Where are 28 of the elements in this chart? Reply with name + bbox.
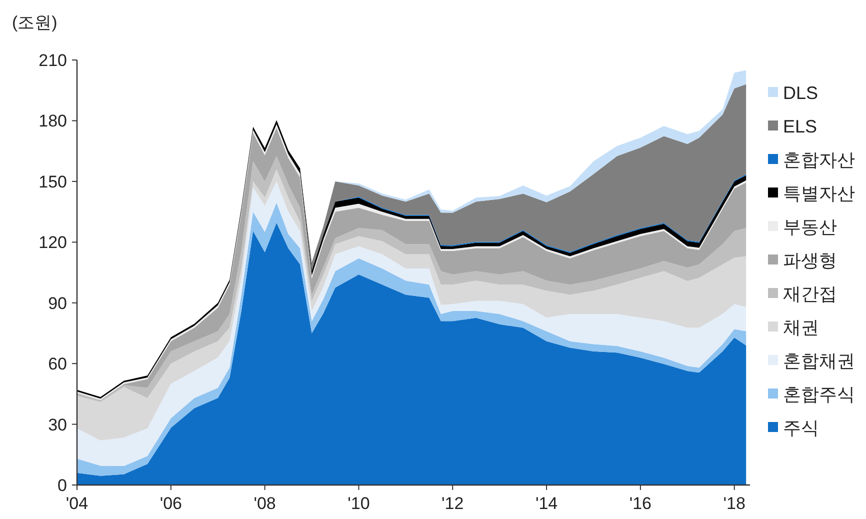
- legend-label: 혼합주식: [783, 384, 855, 404]
- x-tick-label: '04: [66, 494, 88, 513]
- x-tick-label: '12: [442, 494, 464, 513]
- legend-label: 혼합자산: [783, 150, 855, 170]
- x-tick-label: '18: [723, 494, 746, 513]
- legend-label: DLS: [783, 83, 818, 103]
- legend-label: 파생형: [783, 250, 837, 270]
- y-tick-label: 150: [38, 172, 67, 192]
- y-tick-label: 90: [48, 294, 67, 313]
- x-tick-label: '06: [160, 494, 182, 513]
- x-tick-label: '08: [254, 494, 276, 513]
- legend-label: 특별자산: [783, 184, 855, 204]
- y-tick-label: 0: [58, 476, 67, 495]
- y-tick-label: 120: [38, 233, 67, 252]
- y-tick-label: 210: [38, 51, 67, 70]
- legend-label: ELS: [783, 116, 818, 136]
- x-tick-label: '14: [535, 494, 558, 513]
- y-axis-title: (조원): [12, 13, 58, 32]
- legend-label: 혼합채권: [783, 351, 855, 371]
- legend-label: 주식: [783, 418, 819, 438]
- y-tick-label: 60: [48, 354, 67, 374]
- legend-label: 부동산: [783, 217, 837, 237]
- legend-label: 재간접: [783, 284, 837, 304]
- x-tick-label: '10: [348, 494, 370, 513]
- legend-label: 채권: [783, 318, 819, 338]
- y-tick-label: 30: [48, 415, 67, 434]
- y-tick-label: 180: [38, 112, 67, 131]
- x-tick-label: '16: [629, 494, 652, 513]
